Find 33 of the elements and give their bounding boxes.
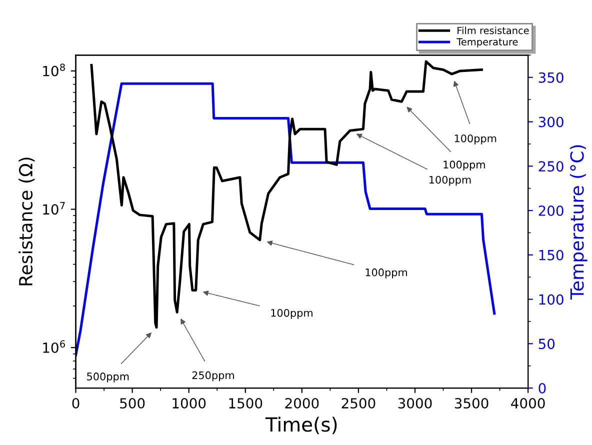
- y2-axis-title: Temperature (°C): [570, 145, 588, 300]
- x-tick-label: 500: [120, 398, 145, 409]
- y-tick-label: 10$^{7}$: [43, 202, 65, 215]
- legend-label: Film resistance: [458, 26, 529, 34]
- annotation: 100ppm: [444, 160, 485, 171]
- y2-tick-label: 250: [538, 161, 564, 172]
- y2-tick-label: 100: [539, 294, 564, 305]
- annotation: 100ppm: [429, 176, 471, 186]
- legend-label: Temperature: [456, 38, 518, 48]
- annotation: 100ppm: [271, 308, 312, 319]
- y2-tick-label: 350: [538, 72, 564, 83]
- x-tick-label: 2500: [342, 398, 376, 409]
- x-tick-label: 2000: [285, 398, 319, 409]
- x-tick-label: 1000: [172, 398, 206, 409]
- y2-tick-label: 150: [539, 250, 564, 260]
- annotation: 250ppm: [192, 371, 234, 382]
- y-tick-label: 10$^{8}$: [43, 64, 65, 76]
- annotation: 100ppm: [454, 134, 496, 144]
- x-tick-label: 1500: [229, 398, 262, 409]
- y2-tick-label: 200: [538, 205, 564, 216]
- annotation: 100ppm: [366, 268, 407, 278]
- x-tick-label: 0: [72, 398, 80, 409]
- y2-tick-label: 50: [538, 338, 555, 350]
- x-tick-label: 4000: [511, 398, 545, 409]
- x-tick-label: 3000: [398, 398, 432, 409]
- x-tick-label: 3500: [454, 398, 488, 409]
- x-axis-title: Time(s): [265, 416, 337, 434]
- y-tick-label: 10$^{6}$: [43, 340, 65, 353]
- line-series: [76, 82, 496, 356]
- y2-tick-label: 300: [538, 116, 564, 128]
- y2-tick-label: 0: [538, 383, 546, 394]
- y-axis-title: Resistance (Ω): [18, 158, 35, 286]
- annotation: 500ppm: [87, 372, 129, 382]
